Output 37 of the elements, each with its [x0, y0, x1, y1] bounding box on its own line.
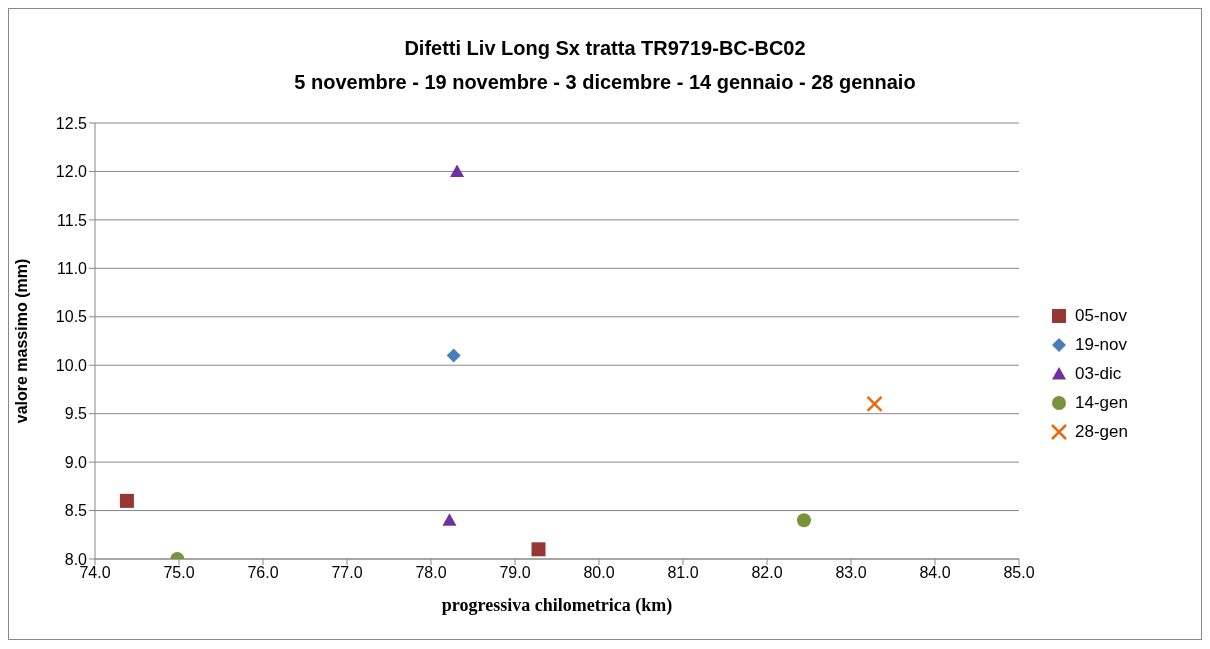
y-tick-label: 12.5 [55, 114, 88, 132]
legend-label: 28-gen [1075, 422, 1128, 442]
x-tick-label: 78.0 [415, 564, 447, 582]
x-tick-label: 81.0 [667, 564, 699, 582]
y-tick-label: 10.5 [55, 308, 88, 326]
x-tick-label: 74.0 [79, 564, 111, 582]
y-tick-label: 11.5 [57, 211, 88, 229]
chart-subtitle: 5 novembre - 19 novembre - 3 dicembre - 14 gennaio - 28 gennaio [293, 70, 917, 95]
x-tick-label: 84.0 [919, 564, 951, 582]
point [442, 513, 457, 526]
point [450, 164, 465, 178]
point [446, 348, 461, 363]
point [119, 493, 134, 508]
legend-label: 03-dic [1075, 364, 1122, 384]
point [531, 542, 546, 557]
x-tick-label: 76.0 [247, 564, 279, 582]
x-tick-label: 80.0 [583, 564, 615, 582]
y-tick-label: 11.0 [57, 260, 88, 278]
point [866, 395, 883, 413]
x-tick-label: 85.0 [1003, 564, 1035, 582]
y-tick-label: 12.0 [55, 163, 88, 181]
legend-label: 05-nov [1075, 306, 1127, 326]
legend-label: 19-nov [1075, 335, 1127, 355]
point [796, 513, 811, 528]
x-tick-label: 82.0 [751, 564, 783, 582]
x-axis-title: progressiva chilometrica (km) [441, 595, 673, 616]
x-tick-label: 75.0 [163, 564, 195, 582]
y-tick-label: 8.5 [64, 502, 88, 520]
x-tick-label: 83.0 [835, 564, 867, 582]
x-tick-label: 79.0 [499, 564, 531, 582]
legend-label: 14-gen [1075, 393, 1128, 413]
y-tick-label: 9.5 [64, 405, 88, 423]
y-tick-label: 9.0 [64, 453, 88, 471]
chart-title: Difetti Liv Long Sx tratta TR9719-BC-BC02 [403, 36, 807, 61]
x-tick-label: 77.0 [331, 564, 363, 582]
y-axis-title: valore massimo (mm) [12, 258, 30, 424]
y-tick-label: 10.0 [55, 356, 88, 374]
